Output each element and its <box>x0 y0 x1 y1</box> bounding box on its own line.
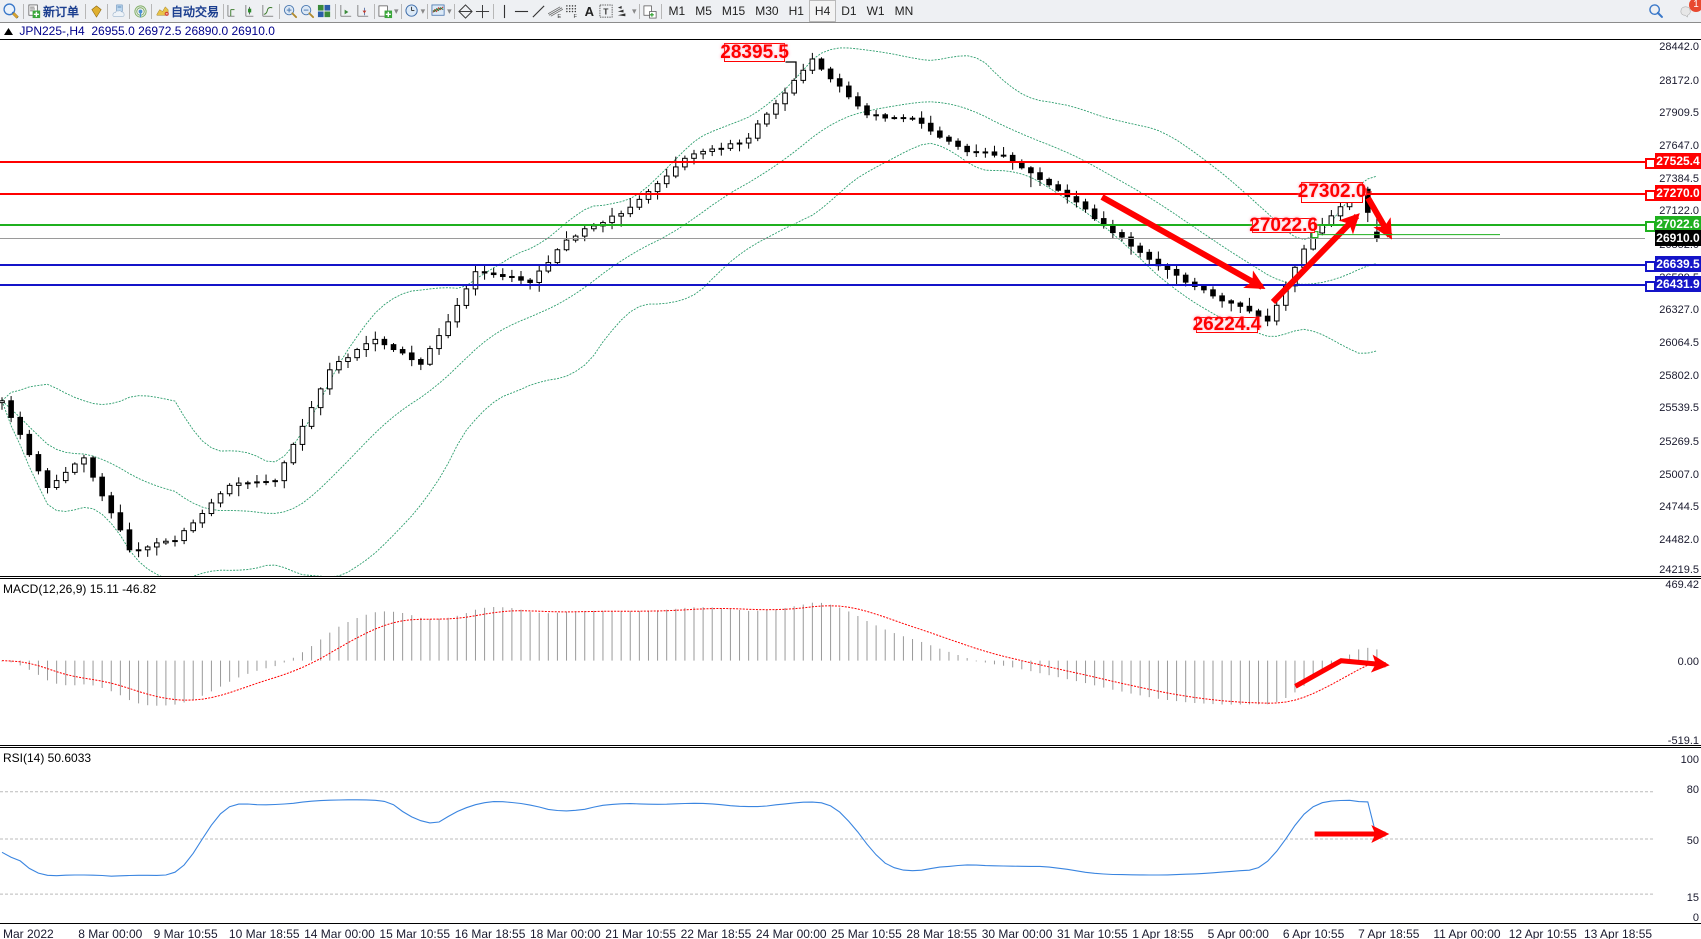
svg-text:T: T <box>603 6 609 16</box>
svg-text:F: F <box>573 14 577 19</box>
svg-text:E: E <box>557 14 561 19</box>
